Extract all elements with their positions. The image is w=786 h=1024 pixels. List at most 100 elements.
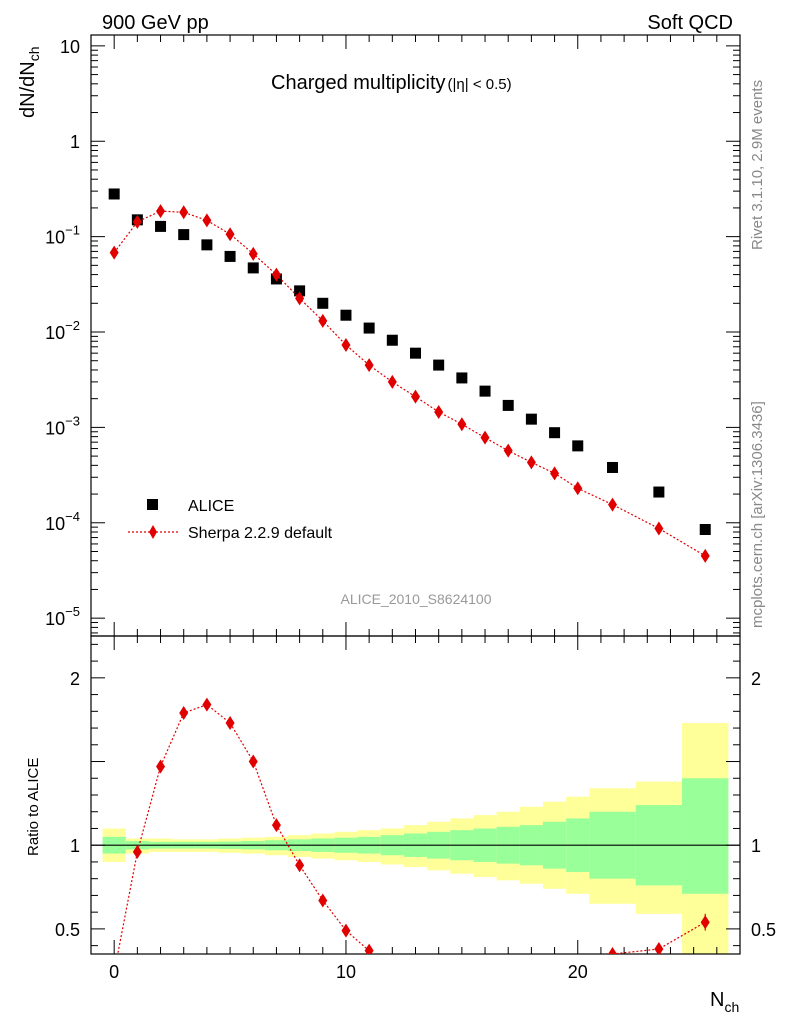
bottom-y-tick-label-right: 1	[751, 836, 761, 856]
rivet-label: Rivet 3.1.10, 2.9M events	[749, 80, 766, 250]
ratio-bands	[91, 723, 740, 954]
legend-label-sherpa: Sherpa 2.2.9 default	[188, 525, 333, 542]
ratio-point	[295, 858, 305, 873]
alice-point	[340, 309, 352, 321]
x-tick-label: 20	[568, 962, 588, 982]
ratio-point	[202, 697, 212, 712]
bottom-y-tick-label-right: 0.5	[751, 920, 776, 940]
legend-marker-sherpa	[149, 525, 157, 539]
legend-label-alice: ALICE	[188, 498, 234, 515]
analysis-label: ALICE_2010_S8624100	[340, 591, 491, 607]
sherpa-line	[113, 210, 706, 557]
sherpa-point	[179, 205, 189, 220]
top-y-tick-label: 10−5	[45, 604, 80, 629]
sherpa-point	[271, 267, 281, 282]
sherpa-point	[295, 291, 305, 306]
ratio-band-inner	[682, 778, 729, 894]
sherpa-point	[109, 245, 119, 260]
ratio-point	[248, 754, 258, 769]
sherpa-point	[608, 497, 618, 512]
sherpa-point	[225, 227, 235, 242]
x-axis-label: Nch	[710, 989, 739, 1015]
top-y-tick-label: 10−4	[45, 509, 80, 534]
ratio-point	[271, 818, 281, 833]
alice-point	[572, 440, 584, 452]
ratio-point	[318, 893, 328, 908]
top-y-tick-label: 1	[70, 132, 80, 152]
sherpa-point	[364, 358, 374, 373]
top-y-tick-label: 10	[60, 37, 80, 57]
alice-point	[247, 262, 259, 274]
legend-marker-alice	[147, 499, 158, 510]
alice-point	[178, 229, 190, 241]
alice-point	[155, 220, 167, 232]
x-tick-label: 10	[336, 962, 356, 982]
bottom-y-tick-label-left: 1	[70, 836, 80, 856]
alice-point	[317, 297, 329, 309]
alice-point	[433, 359, 445, 371]
top-y-tick-label: 10−1	[45, 223, 80, 248]
ratio-point	[341, 923, 351, 938]
alice-point	[525, 413, 537, 425]
alice-point	[479, 385, 491, 397]
sherpa-point	[700, 548, 710, 563]
sherpa-point	[434, 405, 444, 420]
alice-point	[386, 334, 398, 346]
bottom-data	[117, 697, 710, 954]
ratio-point	[654, 941, 664, 954]
ratio-point	[132, 844, 142, 859]
ratio-point	[179, 705, 189, 720]
top-y-tick-label: 10−2	[45, 318, 80, 343]
ratio-point	[364, 943, 374, 954]
alice-point	[294, 285, 306, 297]
alice-point	[363, 322, 375, 334]
ratio-point	[608, 947, 618, 954]
top-y-tick-label: 10−3	[45, 413, 80, 438]
top-data	[108, 188, 711, 563]
header-right: Soft QCD	[647, 12, 733, 34]
sherpa-point	[526, 455, 536, 470]
alice-point	[108, 188, 120, 200]
bottom-y-tick-label-left: 2	[70, 669, 80, 689]
alice-point	[653, 486, 665, 498]
ratio-line	[117, 703, 706, 954]
top-frame	[90, 34, 741, 637]
alice-point	[456, 372, 468, 384]
alice-point	[502, 399, 514, 411]
ratio-point	[225, 716, 235, 731]
sherpa-point	[457, 417, 467, 432]
bottom-y-tick-label-left: 0.5	[55, 920, 80, 940]
legend: ALICE Sherpa 2.2.9 default	[128, 498, 333, 542]
x-axis-label-sub: ch	[724, 999, 739, 1015]
alice-point	[607, 461, 619, 473]
sherpa-point	[202, 213, 212, 228]
sherpa-point	[318, 313, 328, 328]
alice-point	[224, 250, 236, 262]
ratio-point	[156, 759, 166, 774]
sherpa-point	[248, 246, 258, 261]
x-tick-label: 0	[109, 962, 119, 982]
ratio-y-axis-label: Ratio to ALICE	[25, 758, 42, 856]
y-axis-label-sub: ch	[26, 47, 42, 62]
sherpa-point	[156, 204, 166, 219]
sherpa-point	[573, 481, 583, 496]
sherpa-point	[341, 338, 351, 353]
bottom-axes: 0.5 0.51 12 20 10 20	[55, 635, 776, 982]
sherpa-point	[411, 389, 420, 404]
alice-point	[699, 524, 711, 536]
alice-point	[201, 239, 213, 251]
sherpa-point	[387, 374, 397, 389]
header-left: 900 GeV pp	[102, 12, 209, 34]
sherpa-point	[503, 443, 513, 458]
y-axis-label: dN/dNch	[17, 47, 42, 119]
bottom-y-tick-label-right: 2	[751, 669, 761, 689]
chart-title-suffix: (|η| < 0.5)	[448, 76, 512, 93]
sherpa-point	[654, 521, 664, 536]
sherpa-point	[480, 430, 490, 445]
sherpa-point	[550, 466, 560, 481]
chart-title: Charged multiplicity (|η| < 0.5)	[271, 72, 512, 94]
sherpa-point	[132, 214, 142, 229]
alice-point	[410, 347, 421, 359]
